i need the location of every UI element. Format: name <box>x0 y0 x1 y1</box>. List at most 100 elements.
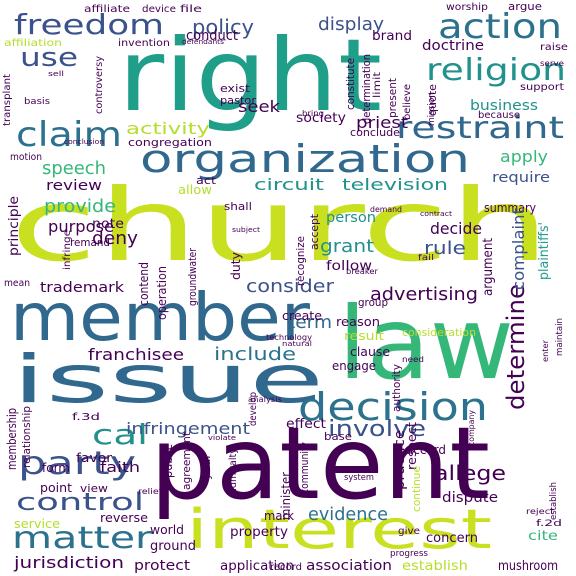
word-progress: progress <box>390 549 428 559</box>
word-review: review <box>46 178 102 194</box>
word-religion: religion <box>426 53 566 88</box>
word-mission: mission <box>427 92 437 126</box>
word-provide: provide <box>44 196 116 217</box>
word-include: include <box>214 344 296 365</box>
word-serve: serve <box>540 59 564 68</box>
word-community: community <box>298 442 311 494</box>
word-cal: cal <box>92 418 148 451</box>
word-freedom: freedom <box>14 8 164 41</box>
word-conduct: conduct <box>186 28 238 44</box>
word-operation: operation <box>155 266 169 320</box>
word-use: use <box>20 43 78 73</box>
word-rule: rule <box>424 238 466 259</box>
word-sell: sell <box>48 70 64 78</box>
word-groundwater: groundwater <box>186 248 199 306</box>
word-patent: patent <box>150 405 490 522</box>
word-grant: grant <box>320 236 374 257</box>
word-continue: continue <box>410 466 423 512</box>
word-involve: involve <box>328 417 426 442</box>
word-clause: clause <box>350 345 390 359</box>
word-infringe: infringe <box>62 230 73 270</box>
word-pastor: pastor <box>220 94 256 107</box>
word-argument: argument <box>481 238 496 296</box>
word-enter: enter <box>541 339 550 362</box>
word-determination: determination <box>360 54 373 124</box>
word-fail: fail <box>418 253 434 262</box>
word-apply: apply <box>500 147 548 166</box>
word-claim: claim <box>16 115 122 155</box>
word-analysis: analysis <box>248 395 282 404</box>
word-priest: priest <box>356 113 408 132</box>
word-transplant: transplant <box>2 74 13 126</box>
word-membership: membership <box>5 408 19 470</box>
word-summary: summary <box>484 201 536 215</box>
word-agreement: agreement <box>180 431 193 490</box>
word-decision: decision <box>298 385 488 429</box>
word-breaker: breaker <box>346 267 379 276</box>
word-engage: engage <box>332 359 376 373</box>
word-technology: technology <box>266 333 312 342</box>
word-accept: accept <box>308 213 321 250</box>
word-dispute: dispute <box>442 490 498 506</box>
word-basis: basis <box>24 97 50 107</box>
word-association: association <box>306 558 392 574</box>
word-protect: protect <box>134 558 191 574</box>
word-person: person <box>326 210 376 226</box>
word-law: law <box>338 285 514 402</box>
word-matter: matter <box>12 521 153 556</box>
word-congregation: congregation <box>128 136 212 149</box>
word-term: term <box>288 312 332 333</box>
word-complaint: complaint <box>509 208 528 290</box>
word-base: base <box>324 430 352 443</box>
word-allege: allege <box>434 461 506 485</box>
word-establish-v: establish <box>549 482 559 520</box>
word-exist: exist <box>220 82 251 95</box>
word-member: member <box>10 279 311 356</box>
word-remand: remand <box>70 236 110 249</box>
word-party: party <box>18 444 136 482</box>
word-recognize: recognize <box>294 236 307 286</box>
word-determine: determine <box>502 284 530 410</box>
word-franchisee: franchisee <box>88 345 184 364</box>
word-display: display <box>318 14 384 35</box>
word-contract: contract <box>420 210 452 218</box>
word-plaintiffs: plaintiffs' <box>537 222 552 280</box>
word-speech: speech <box>42 158 106 179</box>
word-file: file <box>180 4 202 15</box>
word-present: present <box>386 77 399 118</box>
word-decide: decide <box>430 219 482 238</box>
word-reason: reason <box>336 315 380 329</box>
word-constitute: constitute <box>344 58 357 110</box>
word-relationship: relationship <box>20 406 33 468</box>
word-establish: establish <box>402 559 468 574</box>
word-policy: policy <box>192 15 254 39</box>
word-shall: shall <box>224 200 252 213</box>
word-view: view <box>80 482 108 495</box>
word-worship: worship <box>446 2 488 13</box>
word-need: need <box>402 355 424 364</box>
word-invention: invention <box>118 38 170 49</box>
word-public: public <box>161 444 175 478</box>
word-accord: accord <box>406 443 446 457</box>
word-property: property <box>230 525 288 540</box>
word-because: because <box>478 110 520 121</box>
word-principle: principle <box>7 196 22 256</box>
word-give: give <box>398 526 420 537</box>
word-cite: cite <box>528 529 558 544</box>
word-minister: minister <box>279 472 293 520</box>
word-consideration: consideration <box>402 326 476 339</box>
word-allow: allow <box>178 183 212 197</box>
word-control: control <box>16 488 144 516</box>
word-device: device <box>142 4 176 15</box>
word-admiralty: admiralty <box>228 448 239 494</box>
word-create: create <box>282 309 322 323</box>
word-world: world <box>150 523 184 537</box>
word-effect: effect <box>286 417 326 432</box>
word-record: record <box>270 562 302 573</box>
word-television: television <box>342 175 448 194</box>
word-jurisdiction: jurisdiction <box>13 553 124 572</box>
word-circuit: circuit <box>254 175 324 194</box>
word-right: right <box>118 17 382 134</box>
word-issue: issue <box>12 341 324 418</box>
